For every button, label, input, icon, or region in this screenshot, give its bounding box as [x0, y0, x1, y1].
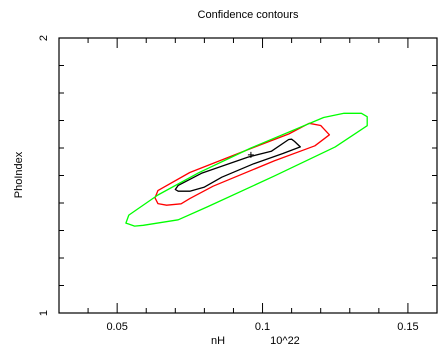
y-axis-label: PhoIndex [13, 151, 25, 198]
plot-frame [58, 37, 438, 314]
contour-line [174, 138, 301, 192]
best-fit-marker [247, 151, 254, 158]
contour-line [125, 112, 368, 227]
axis-ticks [58, 38, 438, 313]
x-tick-label: 0.15 [397, 321, 418, 333]
contour-lines [125, 112, 368, 227]
contour-line [154, 122, 331, 206]
x-tick-label: 0.1 [255, 321, 270, 333]
tick-labels: 0.05 0.1 0.15 1 2 [38, 35, 419, 333]
y-tick-label: 1 [38, 310, 50, 316]
x-axis-unit: 10^22 [270, 335, 300, 347]
y-tick-label: 2 [38, 35, 50, 41]
chart-title: Confidence contours [198, 9, 299, 21]
x-tick-label: 0.05 [106, 321, 127, 333]
x-axis-label: nH [211, 335, 225, 347]
